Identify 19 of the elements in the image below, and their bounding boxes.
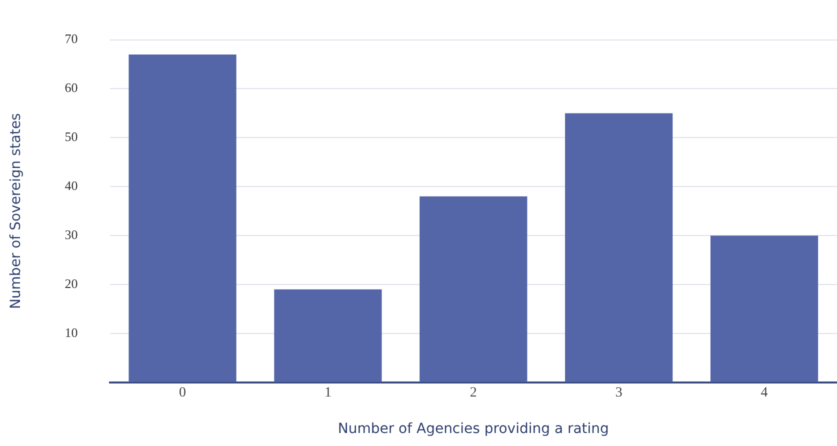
- x-tick-label: 4: [760, 385, 768, 400]
- y-axis-title: Number of Sovereign states: [8, 113, 24, 310]
- bar: [420, 196, 528, 382]
- bar: [565, 113, 673, 382]
- y-tick-label: 10: [64, 324, 78, 340]
- y-tick-label: 70: [64, 31, 78, 46]
- bar: [128, 54, 236, 382]
- x-tick-label: 1: [324, 385, 332, 400]
- x-tick-label: 0: [179, 385, 186, 400]
- bar: [274, 289, 382, 382]
- bar: [710, 236, 818, 382]
- y-tick-label: 30: [64, 226, 78, 242]
- x-tick-label: 3: [615, 385, 622, 400]
- y-tick-label: 20: [64, 276, 78, 291]
- y-tick-label: 50: [64, 129, 78, 144]
- x-axis-title: Number of Agencies providing a rating: [338, 421, 609, 438]
- y-tick-label: 40: [64, 178, 78, 194]
- x-tick-label: 2: [470, 385, 477, 400]
- y-tick-label: 60: [64, 80, 78, 96]
